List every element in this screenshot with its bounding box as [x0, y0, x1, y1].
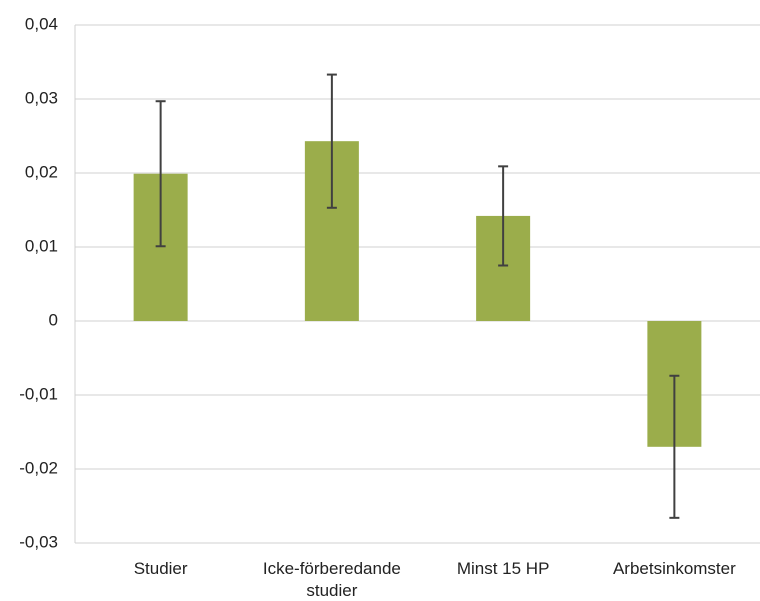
y-tick-label: -0,03: [19, 532, 58, 551]
x-tick-label: Studier: [133, 559, 188, 578]
error-bar: [498, 165, 509, 267]
error-bar: [326, 73, 337, 209]
x-tick-label: Arbetsinkomster: [612, 559, 736, 578]
y-tick-label: 0: [49, 310, 58, 329]
error-bar: [155, 100, 166, 248]
x-tick-label: Minst 15 HP: [456, 559, 550, 578]
error-bar: [669, 374, 680, 519]
y-tick-label: -0,02: [19, 458, 58, 477]
y-tick-label: 0,03: [25, 88, 58, 107]
y-tick-label: -0,01: [19, 384, 58, 403]
y-tick-label: 0,02: [25, 162, 58, 181]
y-tick-label: 0,01: [25, 236, 58, 255]
x-tick-label: Icke-förberedande studier: [262, 559, 401, 600]
y-tick-label: 0,04: [25, 14, 58, 33]
